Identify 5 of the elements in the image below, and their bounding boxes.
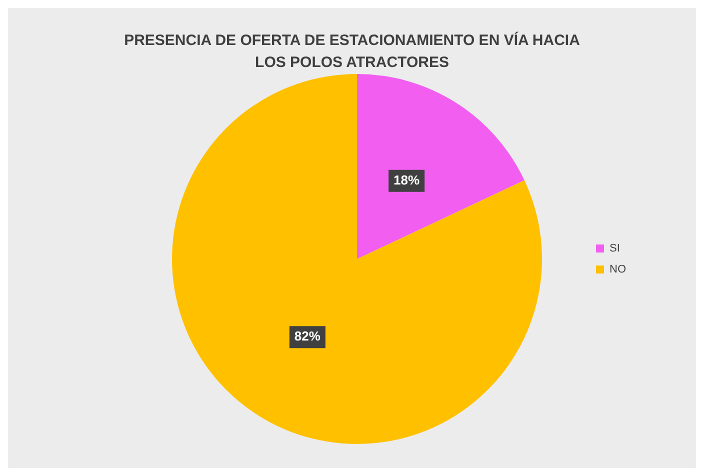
chart-title: PRESENCIA DE OFERTA DE ESTACIONAMIENTO EN VÍA HACIA LOS POLOS ATRACTORES <box>123 30 581 73</box>
data-label: 82% <box>294 328 321 344</box>
legend-label: NO <box>610 264 626 276</box>
legend-label: SI <box>610 242 620 255</box>
data-label: 18% <box>394 172 420 188</box>
